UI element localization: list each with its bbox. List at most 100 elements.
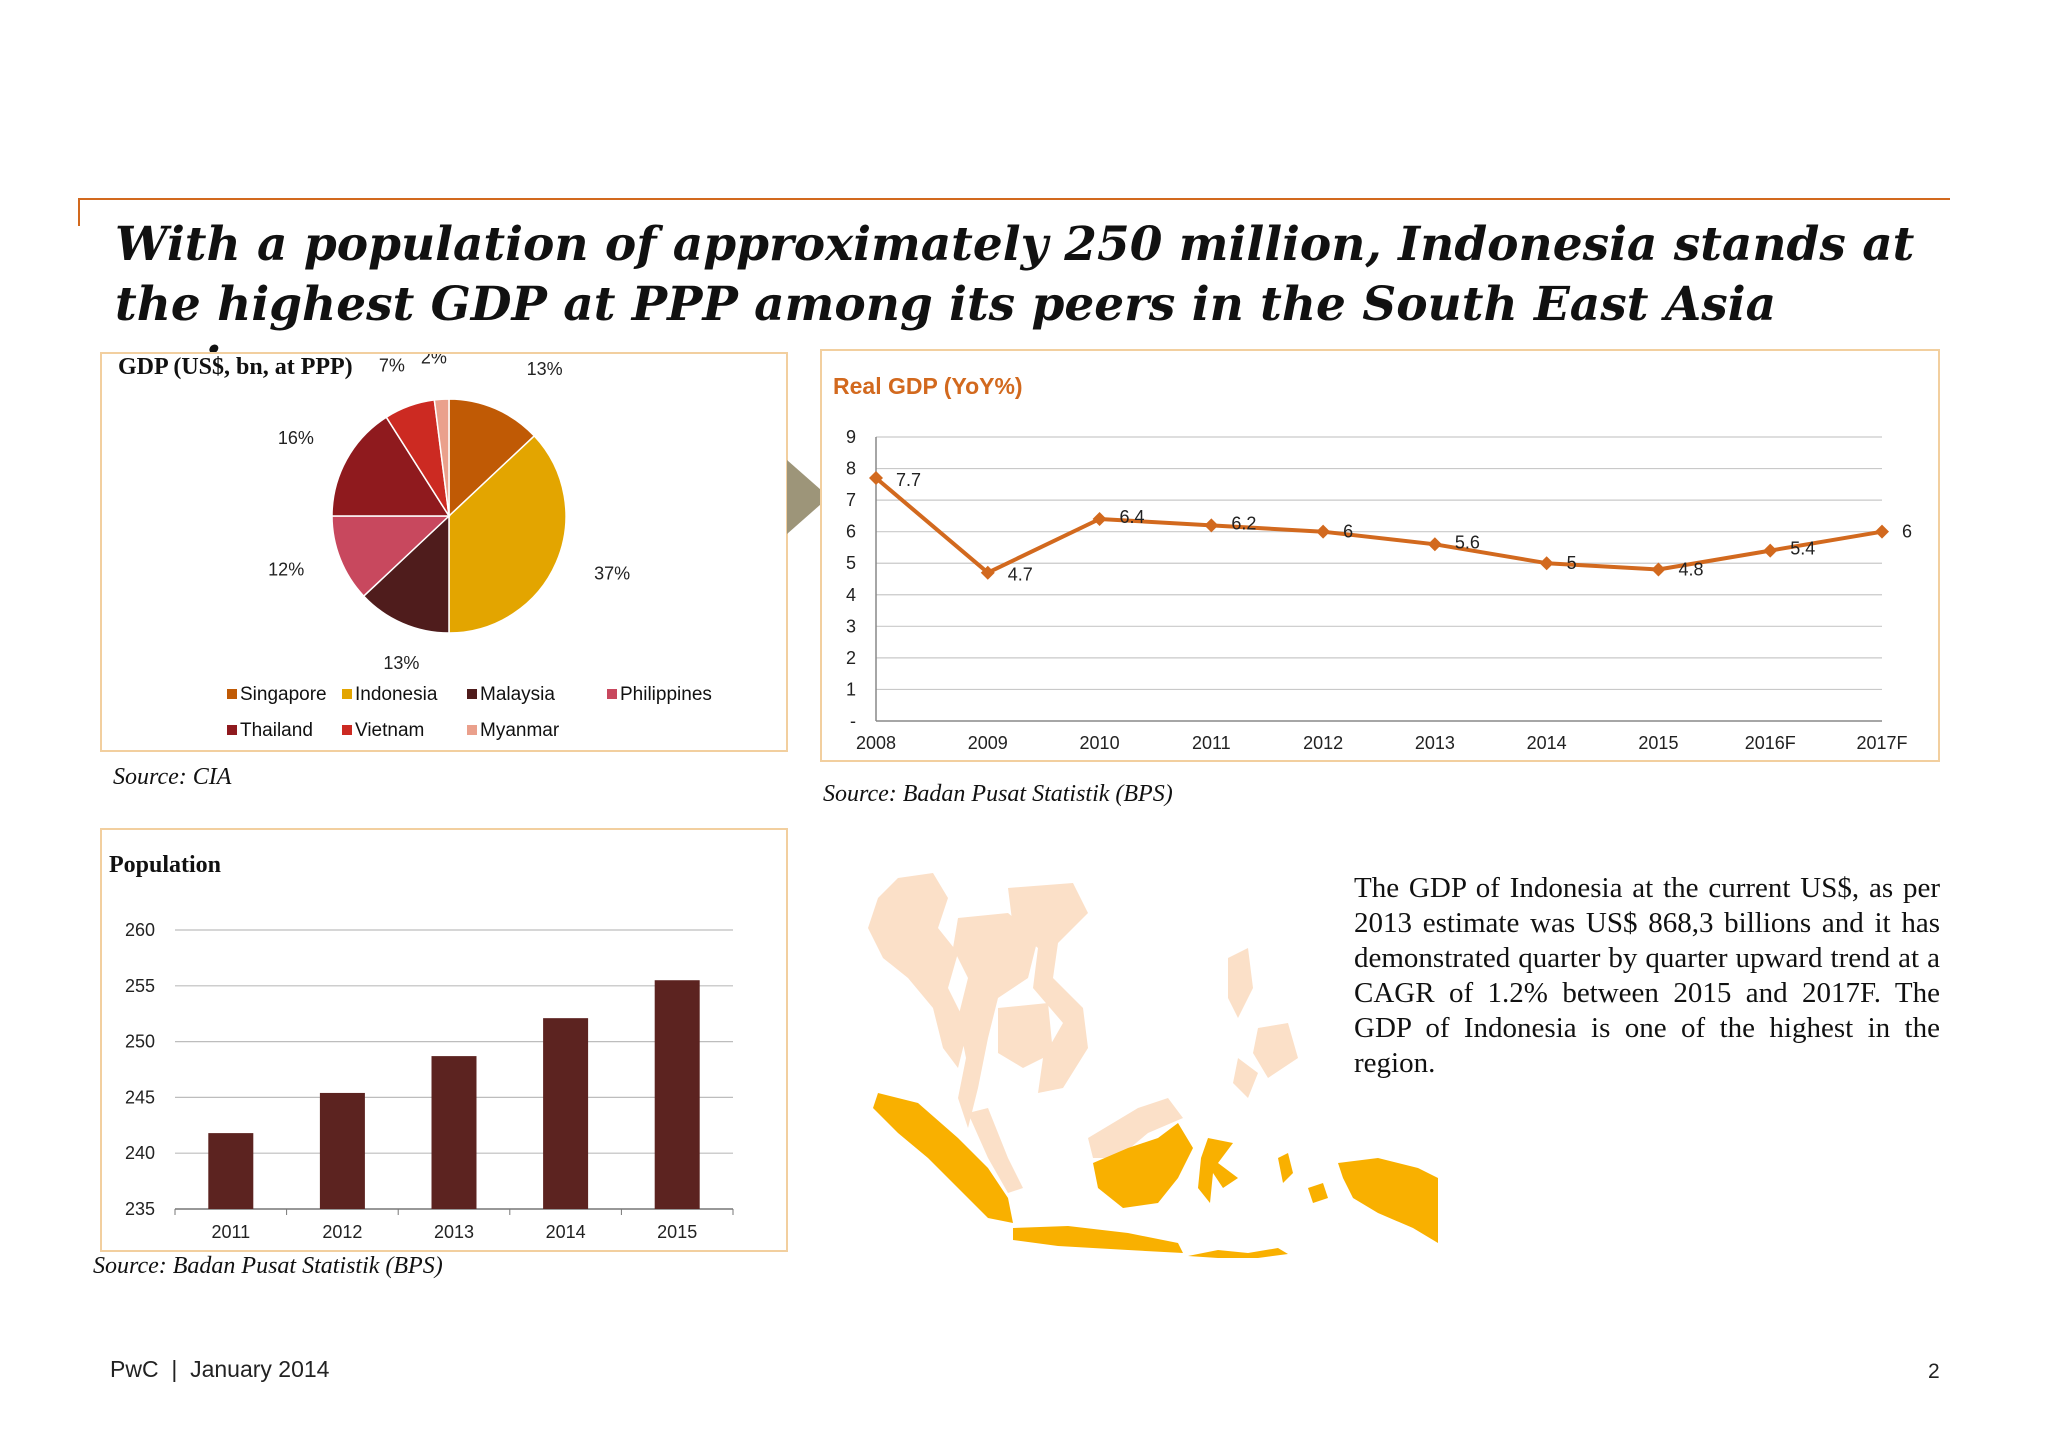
mainland-southeast-asia: [868, 873, 1298, 1193]
line-x-tick: 2012: [1303, 733, 1343, 753]
pie-label-thailand: 16%: [278, 428, 314, 448]
bar-y-tick: 250: [125, 1032, 155, 1052]
pie-label-myanmar: 2%: [421, 354, 447, 367]
line-chart-title: Real GDP (YoY%): [833, 373, 1023, 399]
indonesia: [873, 1093, 1438, 1258]
southeast-asia-map: [868, 873, 1438, 1258]
legend-label-thailand: Thailand: [240, 720, 313, 741]
population-bar-chart: 235 240 245 250 255 260 2011 2012 2013 2014 2015: [125, 920, 734, 1242]
legend-swatch-myanmar: [467, 725, 477, 735]
real-gdp-point: [1427, 537, 1442, 552]
legend-label-singapore: Singapore: [240, 684, 327, 705]
bar-x-tick: 2011: [211, 1222, 250, 1242]
pie-slice-philippines: [331, 515, 451, 598]
line-x-tick: 2013: [1415, 733, 1455, 753]
population-bar-panel: Population 235 240 245 250 255 260 2011 2012 201…: [100, 828, 788, 1252]
malay-peninsula: [968, 1108, 1023, 1193]
real-gdp-data-label: 5.4: [1790, 539, 1815, 559]
bar-x-tick: 2015: [657, 1222, 697, 1242]
pie-slice-singapore: [448, 398, 536, 518]
line-x-tick: 2010: [1080, 733, 1120, 753]
bar-x-tick: 2013: [434, 1222, 474, 1242]
line-y-tick: 6: [846, 522, 856, 542]
real-gdp-data-label: 6: [1902, 522, 1912, 542]
pie-label-indonesia: 37%: [594, 564, 630, 584]
real-gdp-point: [1316, 524, 1331, 539]
line-y-tick: -: [850, 711, 856, 731]
line-x-tick: 2014: [1527, 733, 1567, 753]
papua: [1338, 1158, 1438, 1243]
legend-swatch-singapore: [227, 689, 237, 699]
legend-swatch-vietnam: [342, 725, 352, 735]
pie-slice-myanmar: [433, 398, 450, 517]
legend-swatch-philippines: [607, 689, 617, 699]
real-gdp-point: [980, 565, 995, 580]
pie-label-vietnam: 7%: [379, 356, 405, 376]
maluku: [1278, 1153, 1328, 1203]
real-gdp-data-label: 6.2: [1231, 513, 1256, 533]
accent-rule: [78, 198, 1950, 200]
line-y-tick: 8: [846, 459, 856, 479]
legend-swatch-thailand: [227, 725, 237, 735]
bar-y-tick: 235: [125, 1199, 155, 1219]
line-y-tick: 4: [846, 585, 856, 605]
bar-chart-title: Population: [109, 852, 222, 878]
line-y-tick: 2: [846, 648, 856, 668]
real-gdp-line-panel: Real GDP (YoY%) - 1 2 3 4 5 6 7 8 9 2008 2009 2010 20…: [820, 349, 1940, 762]
bar-y-tick: 245: [125, 1087, 155, 1107]
line-x-tick: 2008: [856, 733, 896, 753]
bar-source: Source: Badan Pusat Statistik (BPS): [93, 1253, 443, 1279]
thailand-laos-region: [953, 913, 1038, 1128]
gdp-ppp-pie-panel: GDP (US$, bn, at PPP) 13% 37% 13% 12% 16% 7% 2…: [100, 352, 788, 752]
real-gdp-data-label: 7.7: [896, 470, 921, 490]
pie-label-philippines: 12%: [268, 559, 304, 579]
legend-label-vietnam: Vietnam: [355, 720, 424, 741]
legend-label-indonesia: Indonesia: [355, 684, 438, 705]
real-gdp-point: [1539, 556, 1554, 571]
java: [1013, 1226, 1183, 1253]
line-y-tick: 5: [846, 553, 856, 573]
vietnam-region: [1008, 883, 1088, 1093]
real-gdp-point: [869, 471, 883, 486]
legend-swatch-indonesia: [342, 689, 352, 699]
real-gdp-point: [1092, 512, 1107, 527]
real-gdp-data-label: 4.7: [1008, 565, 1033, 585]
pie-chart-title: GDP (US$, bn, at PPP): [118, 354, 353, 380]
bar-y-tick: 240: [125, 1143, 155, 1163]
pie-slice-malaysia: [362, 514, 450, 634]
bar-y-tick: 260: [125, 920, 155, 940]
line-y-tick: 3: [846, 616, 856, 636]
legend-label-philippines: Philippines: [620, 684, 712, 705]
population-bar-2015: [654, 980, 700, 1209]
gdp-description: The GDP of Indonesia at the current US$,…: [1354, 872, 1940, 1079]
bar-y-tick: 255: [125, 976, 155, 996]
real-gdp-series-line: [874, 476, 1883, 575]
population-bar-2011: [208, 1133, 254, 1209]
population-bar-2012: [319, 1092, 365, 1209]
bar-x-tick: 2012: [322, 1222, 362, 1242]
borneo: [1093, 1123, 1193, 1208]
pie-slice-thailand: [331, 416, 451, 517]
bar-x-tick: 2014: [546, 1222, 586, 1242]
accent-tick: [78, 198, 80, 226]
pie-slice-indonesia: [448, 434, 567, 634]
real-gdp-data-label: 5: [1567, 553, 1577, 573]
legend-swatch-malaysia: [467, 689, 477, 699]
real-gdp-point: [1651, 562, 1666, 577]
pie-label-singapore: 13%: [527, 359, 563, 379]
sumatra: [873, 1093, 1013, 1223]
population-bar-2013: [431, 1056, 477, 1209]
pie-label-malaysia: 13%: [383, 653, 419, 673]
myanmar-region: [868, 873, 968, 1068]
legend-label-myanmar: Myanmar: [480, 720, 560, 741]
real-gdp-point: [1204, 518, 1219, 533]
line-x-tick: 2017F: [1856, 733, 1907, 753]
line-x-tick: 2015: [1638, 733, 1678, 753]
real-gdp-line-chart: - 1 2 3 4 5 6 7 8 9 2008 2009 2010 2011 2012 2013 2014 20…: [846, 427, 1912, 753]
sulawesi: [1198, 1138, 1238, 1203]
line-x-tick: 2009: [968, 733, 1008, 753]
page-number: 2: [1928, 1360, 1940, 1383]
real-gdp-point: [1763, 543, 1778, 558]
real-gdp-data-label: 5.6: [1455, 532, 1480, 552]
cambodia-region: [998, 1003, 1053, 1068]
